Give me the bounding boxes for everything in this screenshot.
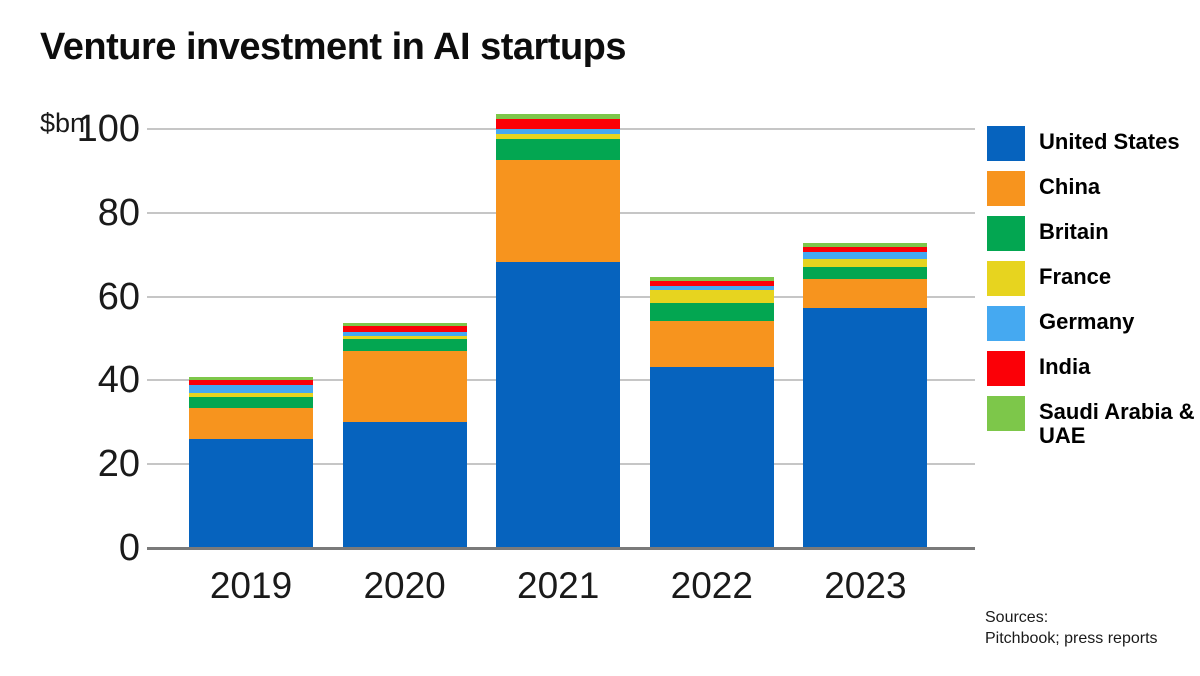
- bar-segment-2022-united-states: [649, 367, 774, 548]
- bar-segment-2021-saudi-arabia-uae: [496, 114, 621, 119]
- y-tick-label-0: 0: [118, 527, 140, 569]
- bar-segment-2022-china: [649, 320, 774, 367]
- bar-segment-2019-india: [189, 380, 313, 385]
- legend-swatch-germany: [987, 306, 1025, 341]
- legend-swatch-united-states: [987, 126, 1025, 161]
- y-tick-label-100: 100: [76, 108, 140, 150]
- x-tick-label-2022: 2022: [670, 565, 753, 606]
- source-note: Sources: Pitchbook; press reports: [985, 607, 1158, 649]
- y-tick-label-60: 60: [97, 275, 140, 318]
- bar-segment-2020-britain: [342, 339, 467, 351]
- legend-swatch-britain: [987, 216, 1025, 251]
- bar-2019: [189, 376, 313, 548]
- bar-2020: [342, 322, 467, 548]
- bar-segment-2022-britain: [649, 302, 774, 321]
- legend-item-united-states: United States: [987, 126, 1197, 161]
- legend-item-britain: Britain: [987, 216, 1197, 251]
- bar-segment-2023-saudi-arabia-uae: [803, 242, 928, 247]
- legend-label-france: France: [1039, 264, 1112, 289]
- legend-swatch-saudi-arabia-uae: [987, 396, 1025, 431]
- x-tick-label-2021: 2021: [517, 565, 600, 606]
- legend-label-india: India: [1039, 354, 1091, 379]
- bar-2023: [803, 242, 928, 548]
- plot-area: 0 20 40 60 80 100 2019 2020 2021 2022 2023: [77, 110, 975, 606]
- bar-segment-2022-india: [649, 280, 774, 287]
- legend-item-france: France: [987, 261, 1197, 296]
- legend-item-india: India: [987, 351, 1197, 386]
- bar-segment-2022-saudi-arabia-uae: [649, 276, 774, 281]
- bar-segment-2020-france: [342, 336, 467, 340]
- legend-swatch-france: [987, 261, 1025, 296]
- bar-segment-2019-saudi-arabia-uae: [189, 376, 313, 381]
- bar-segment-2021-china: [496, 159, 621, 262]
- bar-segment-2023-germany: [803, 251, 928, 259]
- bar-segment-2020-saudi-arabia-uae: [342, 322, 467, 326]
- bar-segment-2020-china: [342, 350, 467, 423]
- legend-item-china: China: [987, 171, 1197, 206]
- bar-segment-2021-united-states: [496, 261, 621, 548]
- bar-segment-2019-france: [189, 392, 313, 398]
- bar-segment-2023-india: [803, 246, 928, 252]
- bar-2022: [649, 276, 774, 548]
- x-axis-line: [147, 547, 975, 550]
- bar-segment-2020-united-states: [342, 422, 467, 548]
- legend-label-saudi-arabia-uae: Saudi Arabia & UAE: [1039, 399, 1195, 448]
- x-tick-label-2023: 2023: [824, 565, 907, 606]
- bar-2021: [496, 114, 621, 548]
- bar-segment-2022-france: [649, 290, 774, 303]
- legend-label-china: China: [1039, 174, 1101, 199]
- bar-segment-2021-france: [496, 134, 621, 140]
- legend-swatch-china: [987, 171, 1025, 206]
- legend-swatch-india: [987, 351, 1025, 386]
- y-tick-label-80: 80: [97, 191, 140, 234]
- source-label: Sources:: [985, 609, 1049, 626]
- legend-label-united-states: United States: [1039, 129, 1180, 154]
- source-text: Pitchbook; press reports: [985, 630, 1158, 647]
- bar-segment-2023-united-states: [803, 307, 928, 548]
- legend-label-britain: Britain: [1039, 219, 1109, 244]
- bar-segment-2019-germany: [189, 384, 313, 393]
- bar-segment-2019-china: [189, 407, 313, 440]
- bar-segment-2022-germany: [649, 286, 774, 291]
- bar-segment-2023-britain: [803, 267, 928, 280]
- y-axis-unit-label: $bn: [40, 108, 86, 138]
- x-tick-label-2020: 2020: [363, 565, 446, 606]
- bar-segment-2019-united-states: [189, 439, 313, 548]
- bar-segment-2021-india: [496, 118, 621, 129]
- y-tick-label-20: 20: [97, 443, 140, 486]
- y-tick-label-40: 40: [97, 359, 140, 402]
- chart-title: Venture investment in AI startups: [40, 26, 627, 68]
- bar-segment-2020-india: [342, 325, 467, 332]
- legend-label-germany: Germany: [1039, 309, 1135, 334]
- bar-segment-2021-germany: [496, 128, 621, 135]
- bar-segment-2019-britain: [189, 397, 313, 408]
- bar-segment-2020-germany: [342, 331, 467, 337]
- legend-item-saudi-arabia-uae: Saudi Arabia & UAE: [987, 396, 1197, 448]
- x-tick-label-2019: 2019: [209, 565, 293, 606]
- bar-segment-2023-china: [803, 279, 928, 308]
- legend-item-germany: Germany: [987, 306, 1197, 341]
- legend: United States China Britain France Germany In…: [987, 126, 1197, 458]
- bar-segment-2021-britain: [496, 139, 621, 160]
- bar-segment-2023-france: [803, 258, 928, 268]
